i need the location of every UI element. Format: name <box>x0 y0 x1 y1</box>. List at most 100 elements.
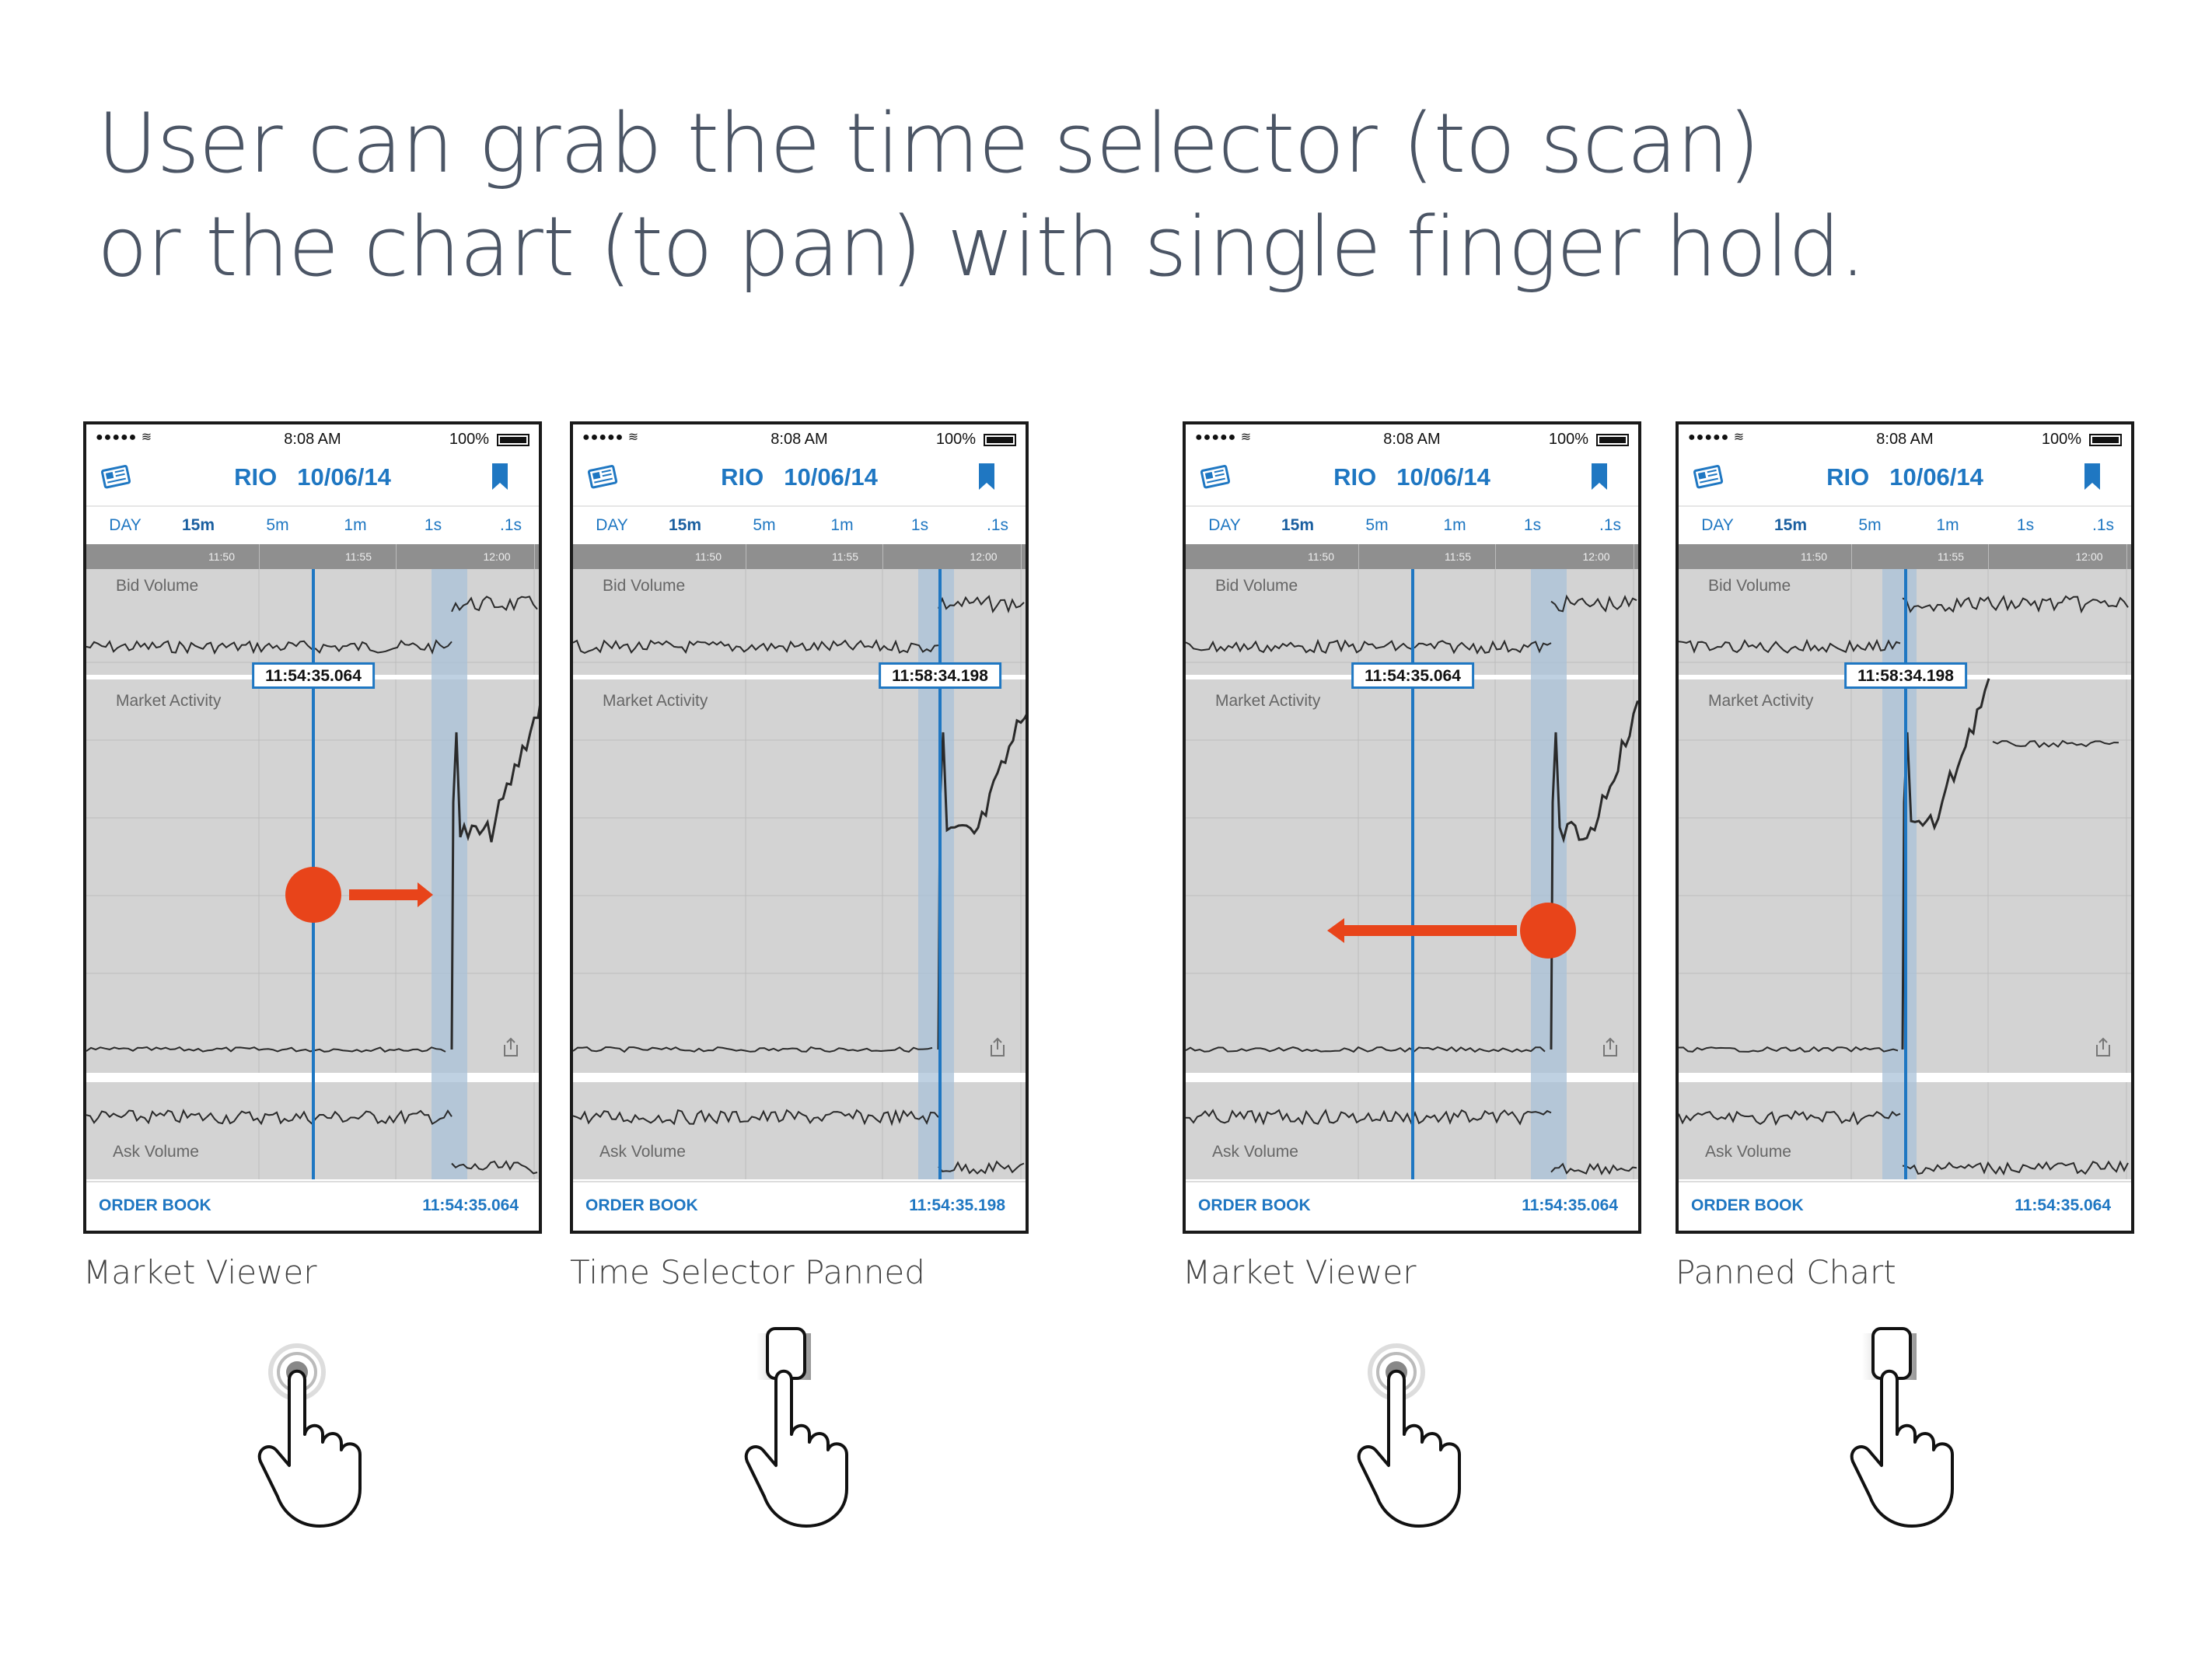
chart-canvas[interactable] <box>1186 569 1638 1179</box>
symbol: RIO <box>1333 463 1377 491</box>
tab-1s[interactable]: 1s <box>2016 516 2035 534</box>
tab-15m[interactable]: 15m <box>181 516 215 534</box>
time-axis: 11:50 11:55 12:00 <box>573 544 1026 569</box>
tab-dot1s[interactable]: .1s <box>499 516 522 534</box>
date: 10/06/14 <box>1889 463 1983 491</box>
tab-dot1s[interactable]: .1s <box>2091 516 2115 534</box>
tab-DAY[interactable]: DAY <box>109 516 142 534</box>
tab-DAY[interactable]: DAY <box>1701 516 1734 534</box>
share-icon[interactable] <box>502 1037 519 1057</box>
tab-DAY[interactable]: DAY <box>1208 516 1241 534</box>
time-selector-handle[interactable]: 11:54:35.064 <box>252 662 375 689</box>
hand-tap-icon <box>254 1325 386 1528</box>
news-icon[interactable] <box>587 463 620 490</box>
market-activity-line <box>450 704 539 1050</box>
tick-divider <box>1021 544 1022 569</box>
tab-1s[interactable]: 1s <box>1523 516 1542 534</box>
selection-band <box>432 569 467 1179</box>
time-tick-label: 11:55 <box>345 550 372 563</box>
tab-5m[interactable]: 5m <box>266 516 289 534</box>
current-time-readout: 11:54:35.198 <box>909 1196 1005 1214</box>
tab-1s[interactable]: 1s <box>424 516 442 534</box>
chart-canvas[interactable] <box>573 569 1026 1179</box>
share-icon[interactable] <box>989 1037 1006 1057</box>
instrument-title: RIO 10/06/14 <box>86 463 539 491</box>
drag-arrow-head <box>1327 918 1344 943</box>
bid-volume-label: Bid Volume <box>1215 577 1298 595</box>
status-bar: ●●●●● ≋ 8:08 AM 100% <box>573 424 1026 452</box>
signal-wifi-icon: ●●●●● ≋ <box>582 431 640 444</box>
ask-volume-label: Ask Volume <box>599 1143 686 1161</box>
battery-percent: 100% <box>2041 431 2081 448</box>
bookmark-icon[interactable] <box>2084 463 2100 490</box>
order-book-link[interactable]: ORDER BOOK <box>1691 1196 1804 1214</box>
tab-dot1s[interactable]: .1s <box>1599 516 1622 534</box>
market-chart[interactable]: Bid Volume Market Activity Ask Volume 11:54… <box>86 569 539 1179</box>
bookmark-icon[interactable] <box>492 463 508 490</box>
status-bar: ●●●●● ≋ 8:08 AM 100% <box>1186 424 1638 452</box>
tab-1m[interactable]: 1m <box>830 516 854 534</box>
hand-drag-icon <box>1847 1325 1979 1528</box>
instrument-title: RIO 10/06/14 <box>1186 463 1638 491</box>
time-tick-label: 11:55 <box>1938 550 1964 563</box>
market-activity-line <box>1992 739 2119 749</box>
order-book-link[interactable]: ORDER BOOK <box>1198 1196 1311 1214</box>
drag-start-dot <box>285 867 341 923</box>
bid-volume-line <box>573 639 939 655</box>
signal-wifi-icon: ●●●●● ≋ <box>1688 431 1745 444</box>
market-activity-label: Market Activity <box>1215 692 1321 710</box>
date: 10/06/14 <box>1396 463 1490 491</box>
tab-1m[interactable]: 1m <box>344 516 367 534</box>
selection-band <box>1531 569 1567 1179</box>
tab-1m[interactable]: 1m <box>1443 516 1466 534</box>
news-icon[interactable] <box>1200 463 1232 490</box>
share-icon[interactable] <box>1602 1037 1619 1057</box>
time-tick-label: 11:55 <box>1445 550 1471 563</box>
time-tick-label: 12:00 <box>2075 550 2103 563</box>
bid-volume-line <box>451 595 538 613</box>
tab-15m[interactable]: 15m <box>1773 516 1808 534</box>
time-tick-label: 12:00 <box>970 550 998 563</box>
tab-1s[interactable]: 1s <box>910 516 929 534</box>
ask-volume-line <box>451 1160 538 1175</box>
status-time: 8:08 AM <box>771 431 828 448</box>
tab-1m[interactable]: 1m <box>1936 516 1959 534</box>
ask-volume-line <box>573 1109 939 1126</box>
time-selector-handle[interactable]: 11:58:34.198 <box>879 662 1001 689</box>
chart-canvas[interactable] <box>86 569 539 1179</box>
tab-5m[interactable]: 5m <box>753 516 776 534</box>
market-chart[interactable]: Bid Volume Market Activity Ask Volume 11:54… <box>1186 569 1638 1179</box>
chart-canvas[interactable] <box>1679 569 2131 1179</box>
bookmark-icon[interactable] <box>1592 463 1607 490</box>
headline-line-2: or the chart (to pan) with single finger… <box>97 199 1866 295</box>
bottom-bar: ORDER BOOK 11:54:35.064 <box>1679 1181 2131 1231</box>
app-bar: RIO 10/06/14 <box>573 452 1026 504</box>
panel-divider <box>573 1073 1026 1082</box>
news-icon[interactable] <box>1693 463 1725 490</box>
market-activity-label: Market Activity <box>603 692 708 710</box>
time-selector-handle[interactable]: 11:54:35.064 <box>1351 662 1474 689</box>
market-activity-line <box>1901 678 1990 1050</box>
news-icon[interactable] <box>100 463 133 490</box>
share-icon[interactable] <box>2095 1037 2112 1057</box>
tab-5m[interactable]: 5m <box>1858 516 1882 534</box>
tab-DAY[interactable]: DAY <box>596 516 628 534</box>
status-bar: ●●●●● ≋ 8:08 AM 100% <box>86 424 539 452</box>
market-chart[interactable]: Bid Volume Market Activity Ask Volume 11:58… <box>573 569 1026 1179</box>
order-book-link[interactable]: ORDER BOOK <box>585 1196 698 1214</box>
timeframe-tabs: DAY 15m 5m 1m 1s .1s <box>86 505 539 543</box>
time-selector-handle[interactable]: 11:58:34.198 <box>1844 662 1967 689</box>
time-tick-label: 12:00 <box>1582 550 1610 563</box>
tab-5m[interactable]: 5m <box>1365 516 1389 534</box>
instrument-title: RIO 10/06/14 <box>1679 463 2131 491</box>
time-tick-label: 11:50 <box>695 550 722 563</box>
hand-drag-icon <box>741 1325 873 1528</box>
order-book-link[interactable]: ORDER BOOK <box>99 1196 211 1214</box>
bookmark-icon[interactable] <box>979 463 994 490</box>
market-activity-baseline <box>573 1046 933 1053</box>
tab-15m[interactable]: 15m <box>1281 516 1315 534</box>
tab-dot1s[interactable]: .1s <box>986 516 1009 534</box>
market-chart[interactable]: Bid Volume Market Activity Ask Volume 11:58… <box>1679 569 2131 1179</box>
tab-15m[interactable]: 15m <box>668 516 702 534</box>
ask-volume-line <box>86 1109 453 1126</box>
